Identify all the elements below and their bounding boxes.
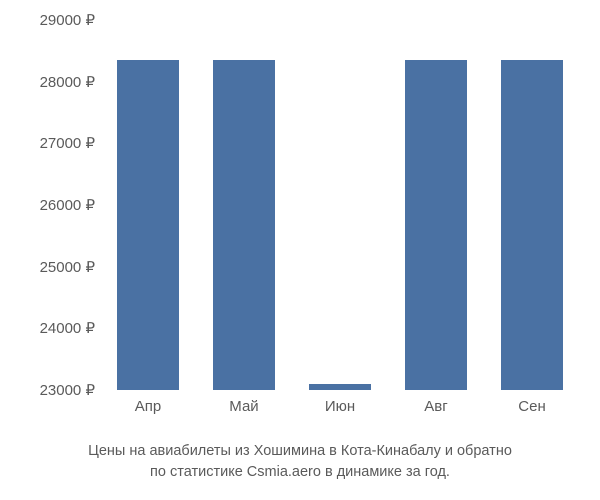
x-tick-label: Авг bbox=[424, 398, 447, 415]
y-tick-label: 24000 ₽ bbox=[15, 319, 95, 337]
x-tick-label: Сен bbox=[518, 398, 545, 415]
plot-area bbox=[100, 20, 580, 390]
chart-caption: Цены на авиабилеты из Хошимина в Кота-Ки… bbox=[0, 441, 600, 482]
price-chart: 23000 ₽ 24000 ₽ 25000 ₽ 26000 ₽ 27000 ₽ 28000… bbox=[10, 10, 590, 430]
x-tick-label: Июн bbox=[325, 398, 355, 415]
x-tick-label: Апр bbox=[135, 398, 161, 415]
bar bbox=[501, 60, 563, 390]
bar bbox=[117, 60, 179, 390]
bar bbox=[213, 60, 275, 390]
caption-line-2: по статистике Csmia.aero в динамике за г… bbox=[0, 462, 600, 482]
y-tick-label: 26000 ₽ bbox=[15, 196, 95, 214]
x-tick-label: Май bbox=[229, 398, 258, 415]
y-tick-label: 23000 ₽ bbox=[15, 381, 95, 399]
y-tick-label: 25000 ₽ bbox=[15, 258, 95, 276]
y-tick-label: 28000 ₽ bbox=[15, 73, 95, 91]
y-tick-label: 29000 ₽ bbox=[15, 11, 95, 29]
caption-line-1: Цены на авиабилеты из Хошимина в Кота-Ки… bbox=[0, 441, 600, 461]
y-tick-label: 27000 ₽ bbox=[15, 134, 95, 152]
bar bbox=[405, 60, 467, 390]
bar bbox=[309, 384, 371, 390]
